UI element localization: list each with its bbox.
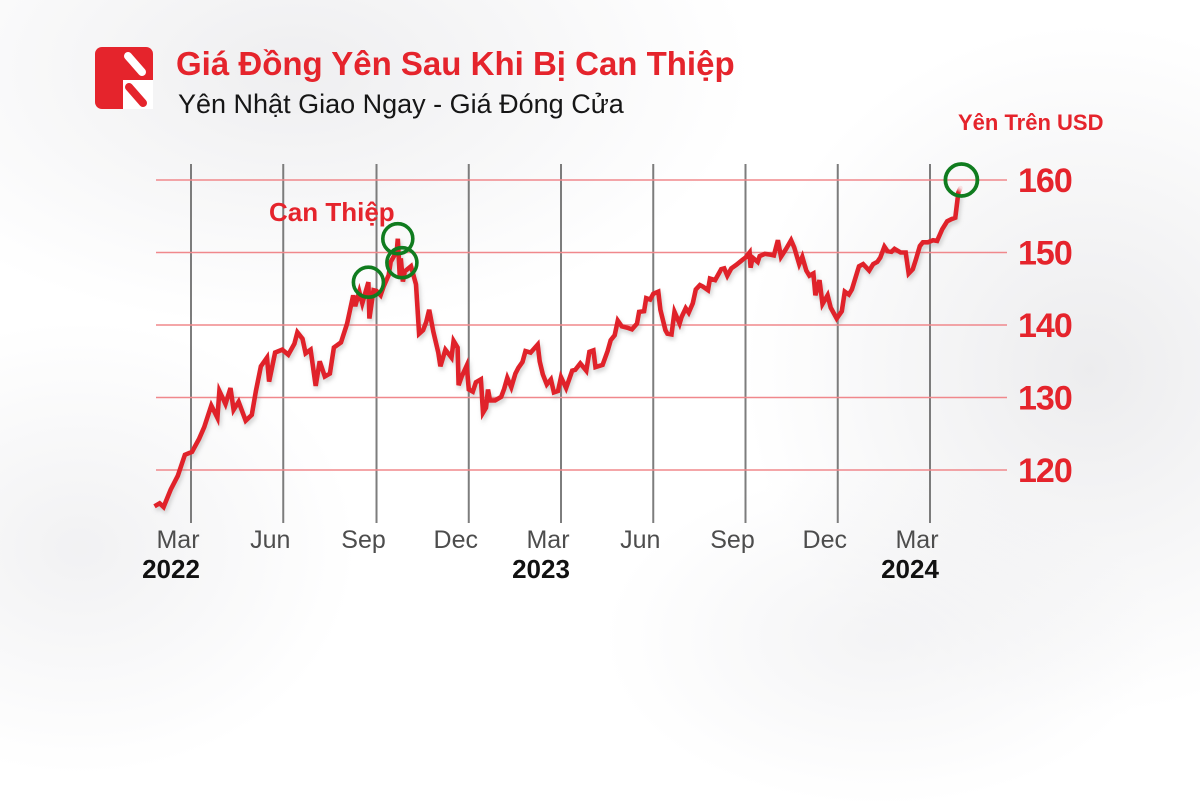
logo-slash-bottom <box>125 83 147 107</box>
x-tick-label: Jun <box>620 526 660 554</box>
x-tick-label: Jun <box>250 526 290 554</box>
y-axis-title: Yên Trên USD <box>958 110 1104 135</box>
logo-slash-top <box>124 52 146 76</box>
intervention-circle <box>380 221 415 256</box>
x-tick-label: Sep <box>710 526 754 554</box>
horizontal-gridlines <box>156 179 1007 471</box>
brand-logo <box>95 47 153 111</box>
x-year-label: 2024 <box>881 554 939 584</box>
price-line-fade-tip <box>956 185 963 195</box>
x-tick-label: Mar <box>156 526 199 554</box>
header: Giá Đồng Yên Sau Khi Bị Can Thiệp Yên Nh… <box>95 45 735 120</box>
y-tick-label: 150 <box>1018 235 1072 273</box>
x-year-label: 2023 <box>512 554 570 584</box>
intervention-annotation-label: Can Thiệp <box>269 197 395 227</box>
x-year-label: 2022 <box>142 554 200 584</box>
y-tick-label: 140 <box>1018 307 1072 345</box>
intervention-circle <box>351 265 386 300</box>
intervention-circles <box>351 162 980 300</box>
x-tick-label: Sep <box>341 526 385 554</box>
end-marker-circle <box>943 162 980 198</box>
chart-title: Giá Đồng Yên Sau Khi Bị Can Thiệp <box>176 45 735 82</box>
x-tick-label: Dec <box>434 526 478 554</box>
y-axis-labels: 120 130 140 150 160 <box>1018 162 1073 490</box>
y-tick-label: 130 <box>1018 380 1072 418</box>
y-tick-label: 160 <box>1018 162 1072 200</box>
intervention-circle <box>385 245 419 280</box>
x-tick-label: Mar <box>526 526 569 554</box>
x-tick-label: Dec <box>803 526 847 554</box>
price-line <box>153 192 961 511</box>
y-tick-label: 120 <box>1018 452 1072 490</box>
x-tick-label: Mar <box>895 526 938 554</box>
vertical-gridlines <box>190 164 931 523</box>
chart-subtitle: Yên Nhật Giao Ngay - Giá Đóng Cửa <box>178 88 624 119</box>
